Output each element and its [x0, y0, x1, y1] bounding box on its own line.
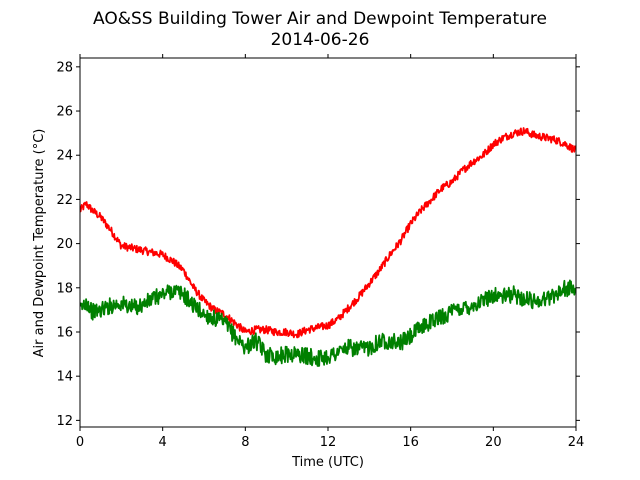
axes-frame: [79, 57, 577, 428]
x-tick-label: 4: [159, 435, 167, 450]
x-tick-label: 20: [485, 435, 502, 450]
plot-area: [80, 127, 576, 367]
x-axis-label: Time (UTC): [291, 455, 364, 470]
dewpoint-temperature-line: [80, 279, 576, 367]
y-tick-label: 18: [56, 281, 73, 296]
y-tick-label: 28: [56, 60, 73, 75]
y-tick-label: 26: [56, 105, 73, 120]
axis-ticks: 0 4 8 12 16 20 24 12 14 16 18 20 22 24 26 28: [56, 54, 584, 450]
chart-subtitle: 2014-06-26: [271, 30, 370, 50]
y-tick-label: 16: [56, 325, 73, 340]
x-tick-label: 8: [241, 435, 249, 450]
x-tick-label: 0: [76, 435, 84, 450]
y-tick-label: 14: [56, 370, 73, 385]
y-tick-label: 24: [56, 149, 73, 164]
x-tick-label: 16: [402, 435, 419, 450]
y-tick-label: 22: [56, 193, 73, 208]
chart-title: AO&SS Building Tower Air and Dewpoint Te…: [93, 9, 547, 29]
x-tick-label: 12: [320, 435, 337, 450]
air-temperature-line: [80, 127, 576, 339]
y-axis-label: Air and Dewpoint Temperature (°C): [32, 129, 47, 358]
y-tick-label: 12: [56, 414, 73, 429]
x-tick-label: 24: [568, 435, 585, 450]
y-tick-label: 20: [56, 237, 73, 252]
